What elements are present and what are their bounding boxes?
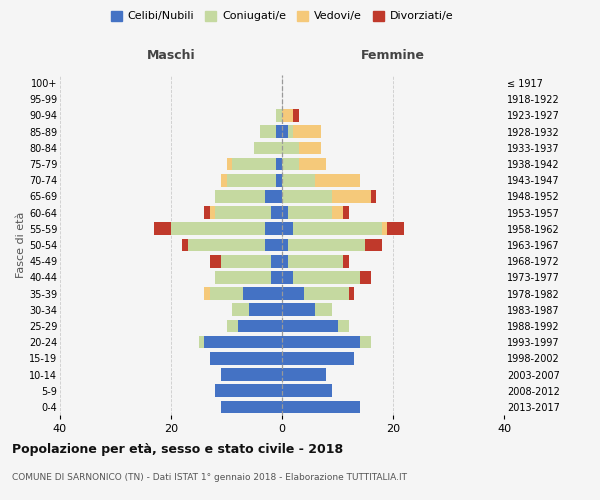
Bar [293, 222, 382, 235]
Bar [287, 206, 332, 219]
Bar [282, 174, 316, 186]
Bar [304, 288, 349, 300]
Text: Maschi: Maschi [146, 49, 196, 62]
Bar [210, 288, 243, 300]
Bar [282, 142, 299, 154]
Bar [282, 304, 316, 316]
Bar [316, 304, 332, 316]
Bar [227, 158, 232, 170]
Bar [282, 400, 360, 413]
Bar [215, 384, 282, 397]
Bar [282, 255, 287, 268]
Bar [243, 288, 282, 300]
Y-axis label: Fasce di età: Fasce di età [16, 212, 26, 278]
Bar [282, 384, 332, 397]
Bar [332, 206, 343, 219]
Bar [221, 255, 271, 268]
Bar [343, 206, 349, 219]
Bar [287, 255, 343, 268]
Bar [316, 174, 360, 186]
Bar [254, 142, 282, 154]
Bar [199, 336, 204, 348]
Bar [271, 255, 282, 268]
Bar [154, 222, 171, 235]
Legend: Celibi/Nubili, Coniugati/e, Vedovi/e, Divorziati/e: Celibi/Nubili, Coniugati/e, Vedovi/e, Di… [111, 10, 453, 22]
Text: Femmine: Femmine [361, 49, 425, 62]
Bar [271, 271, 282, 283]
Bar [204, 288, 210, 300]
Bar [388, 222, 404, 235]
Bar [282, 288, 304, 300]
Bar [221, 368, 282, 381]
Bar [227, 320, 238, 332]
Text: Popolazione per età, sesso e stato civile - 2018: Popolazione per età, sesso e stato civil… [12, 442, 343, 456]
Bar [293, 271, 360, 283]
Bar [204, 206, 210, 219]
Bar [282, 190, 332, 202]
Bar [277, 174, 282, 186]
Bar [210, 255, 221, 268]
Bar [332, 190, 371, 202]
Bar [282, 158, 299, 170]
Bar [227, 174, 277, 186]
Bar [282, 222, 293, 235]
Bar [221, 174, 227, 186]
Bar [188, 238, 265, 252]
Bar [365, 238, 382, 252]
Bar [337, 320, 349, 332]
Bar [282, 352, 354, 364]
Bar [249, 304, 282, 316]
Bar [371, 190, 376, 202]
Bar [282, 368, 326, 381]
Bar [265, 238, 282, 252]
Bar [171, 222, 265, 235]
Bar [299, 142, 321, 154]
Bar [293, 126, 321, 138]
Bar [282, 126, 287, 138]
Bar [232, 158, 277, 170]
Text: COMUNE DI SARNONICO (TN) - Dati ISTAT 1° gennaio 2018 - Elaborazione TUTTITALIA.: COMUNE DI SARNONICO (TN) - Dati ISTAT 1°… [12, 472, 407, 482]
Bar [271, 206, 282, 219]
Bar [260, 126, 277, 138]
Bar [221, 400, 282, 413]
Bar [277, 126, 282, 138]
Bar [360, 271, 371, 283]
Bar [277, 109, 282, 122]
Bar [282, 336, 360, 348]
Bar [215, 271, 271, 283]
Bar [277, 158, 282, 170]
Bar [343, 255, 349, 268]
Bar [238, 320, 282, 332]
Bar [215, 206, 271, 219]
Bar [287, 238, 365, 252]
Bar [282, 238, 287, 252]
Bar [287, 126, 293, 138]
Bar [232, 304, 249, 316]
Bar [265, 222, 282, 235]
Bar [282, 109, 293, 122]
Bar [293, 109, 299, 122]
Bar [299, 158, 326, 170]
Bar [360, 336, 371, 348]
Bar [210, 206, 215, 219]
Bar [282, 271, 293, 283]
Bar [182, 238, 188, 252]
Bar [282, 206, 287, 219]
Bar [282, 320, 337, 332]
Bar [265, 190, 282, 202]
Bar [215, 190, 265, 202]
Bar [204, 336, 282, 348]
Bar [210, 352, 282, 364]
Bar [382, 222, 388, 235]
Bar [349, 288, 354, 300]
